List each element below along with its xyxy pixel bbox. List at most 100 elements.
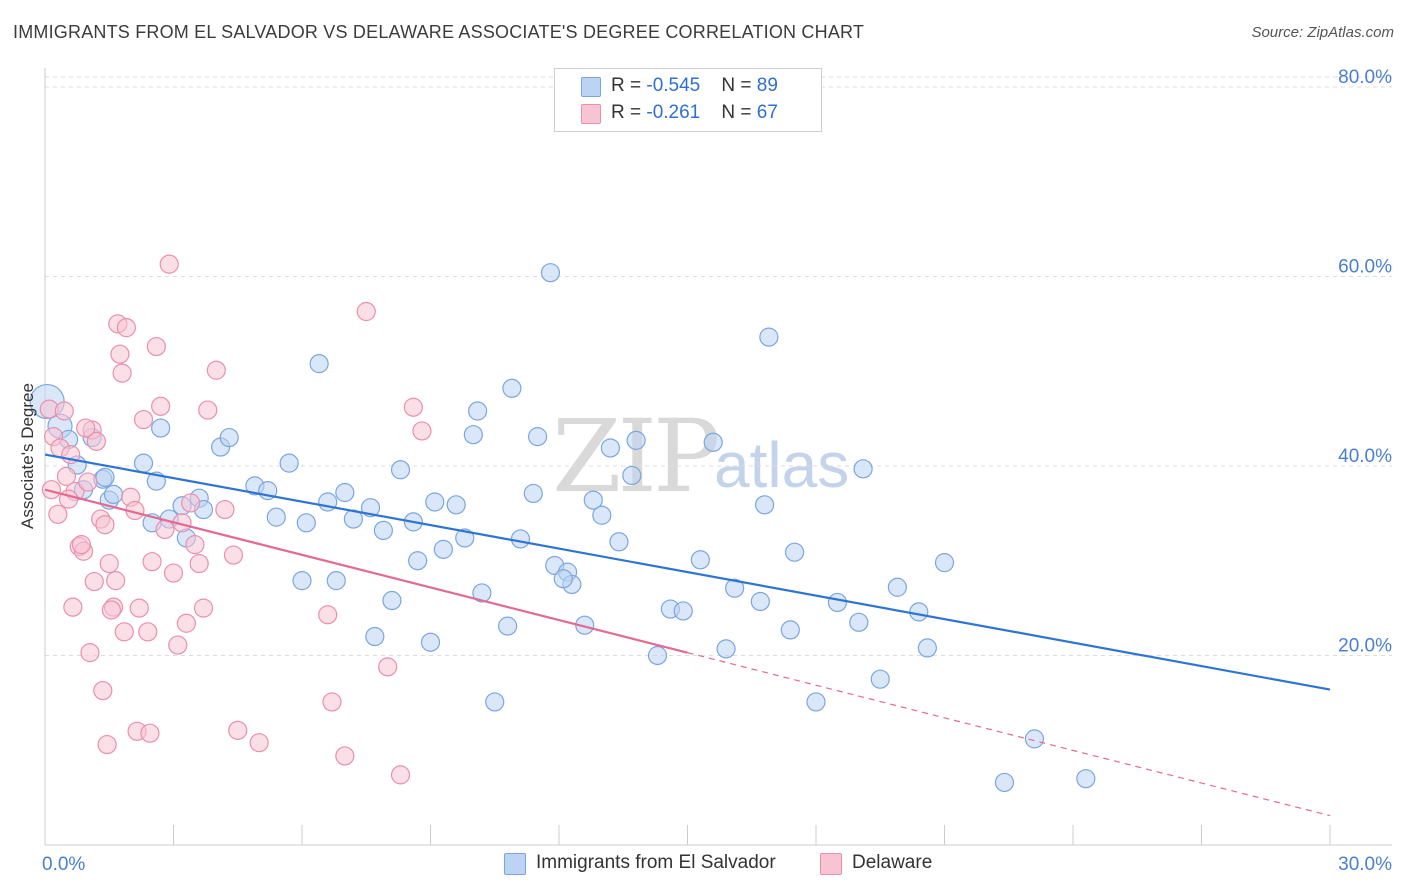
data-point-blue (1076, 769, 1096, 789)
data-point-blue (335, 482, 355, 503)
data-point-blue (373, 520, 393, 541)
data-point-blue (626, 430, 646, 450)
data-point-pink (116, 318, 136, 338)
data-point-pink (71, 535, 92, 555)
legend-n-value-blue: 89 (756, 75, 778, 96)
legend-n-value-pink: 67 (756, 102, 778, 123)
data-point-pink (129, 598, 149, 618)
data-point-pink (151, 396, 171, 416)
data-point-blue (870, 669, 890, 689)
data-point-blue (540, 263, 561, 283)
data-point-pink (155, 519, 175, 540)
trend-line-blue (44, 453, 1331, 691)
data-point-pink (163, 563, 184, 583)
data-point-blue (279, 453, 299, 473)
legend-n-label-pink: N = (721, 102, 757, 123)
data-point-pink (48, 504, 68, 524)
data-point-pink (390, 765, 411, 785)
data-point-pink (206, 360, 226, 380)
legend-r-value-blue: -0.545 (646, 75, 701, 96)
data-point-pink (189, 553, 209, 574)
data-point-pink (146, 336, 166, 357)
source-label: Source: ZipAtlas.com (1251, 24, 1394, 41)
legend-n-label-blue: N = (721, 75, 757, 96)
legend-gap (700, 102, 721, 123)
data-point-pink (215, 499, 235, 520)
data-point-pink (223, 545, 244, 565)
data-point-blue (716, 639, 736, 659)
data-point-blue (408, 551, 428, 571)
y-tick-label: 40.0% (1338, 446, 1392, 467)
data-point-blue (133, 453, 154, 473)
data-point-pink (110, 344, 130, 364)
y-tick-label: 20.0% (1338, 635, 1392, 656)
data-point-pink (95, 515, 115, 535)
data-point-pink (78, 472, 98, 492)
data-point-pink (140, 723, 160, 743)
data-point-blue (382, 590, 402, 611)
data-point-blue (592, 505, 612, 525)
data-point-blue (468, 401, 488, 421)
data-point-pink (56, 466, 77, 486)
data-point-blue (994, 772, 1015, 793)
data-point-blue (326, 571, 346, 591)
data-point-blue (95, 467, 115, 487)
data-point-pink (181, 493, 201, 513)
data-point-pink (335, 746, 355, 766)
data-point-pink (99, 553, 119, 574)
trend-line-extension-pink (687, 652, 1331, 817)
data-point-pink (378, 657, 398, 677)
data-point-blue (485, 692, 505, 712)
data-point-blue (309, 354, 329, 374)
data-point-blue (690, 550, 710, 570)
bottom-legend-swatch-blue (504, 853, 526, 875)
data-point-blue (759, 327, 779, 347)
data-point-blue (151, 418, 171, 438)
bottom-legend-label-pink: Delaware (852, 852, 933, 873)
data-point-pink (193, 598, 214, 618)
data-point-blue (472, 583, 492, 603)
data-point-blue (853, 459, 873, 479)
data-point-blue (934, 553, 955, 573)
data-point-pink (249, 733, 269, 753)
bottom-legend-label-blue: Immigrants from El Salvador (536, 852, 776, 873)
data-point-pink (185, 535, 205, 555)
trend-line-pink (44, 488, 688, 654)
data-point-blue (784, 542, 805, 562)
data-point-pink (356, 301, 376, 322)
data-point-blue (425, 492, 445, 512)
data-point-blue (360, 498, 381, 518)
data-point-pink (54, 401, 74, 421)
data-point-pink (63, 597, 83, 617)
data-point-blue (647, 645, 668, 666)
data-point-pink (58, 489, 79, 509)
data-point-blue (703, 432, 723, 452)
data-point-blue (849, 612, 869, 632)
data-point-blue (780, 620, 800, 640)
data-point-blue (433, 539, 453, 559)
data-point-blue (1024, 729, 1045, 749)
legend-text-pink: R = -0.261 N = 67 (611, 102, 778, 124)
legend-swatch-pink (581, 104, 601, 124)
data-point-blue (917, 638, 937, 658)
legend-gap (700, 75, 721, 96)
y-axis-label: Associate's Degree (18, 383, 37, 529)
data-point-blue (219, 427, 239, 448)
data-point-pink (168, 635, 188, 655)
data-point-blue (296, 513, 316, 533)
data-point-blue (725, 578, 745, 598)
data-point-pink (228, 720, 248, 740)
data-point-pink (142, 552, 162, 572)
data-point-blue (463, 425, 483, 445)
legend-text-blue: R = -0.545 N = 89 (611, 75, 778, 97)
data-point-blue (887, 577, 907, 597)
legend-swatch-blue (581, 77, 601, 97)
y-tick-label: 60.0% (1338, 256, 1392, 277)
legend-r-label-pink: R = (611, 102, 647, 123)
data-point-blue (266, 507, 286, 527)
data-point-pink (176, 613, 196, 633)
data-point-pink (41, 480, 62, 500)
bottom-legend-swatch-pink (820, 853, 842, 875)
data-point-blue (502, 378, 522, 398)
